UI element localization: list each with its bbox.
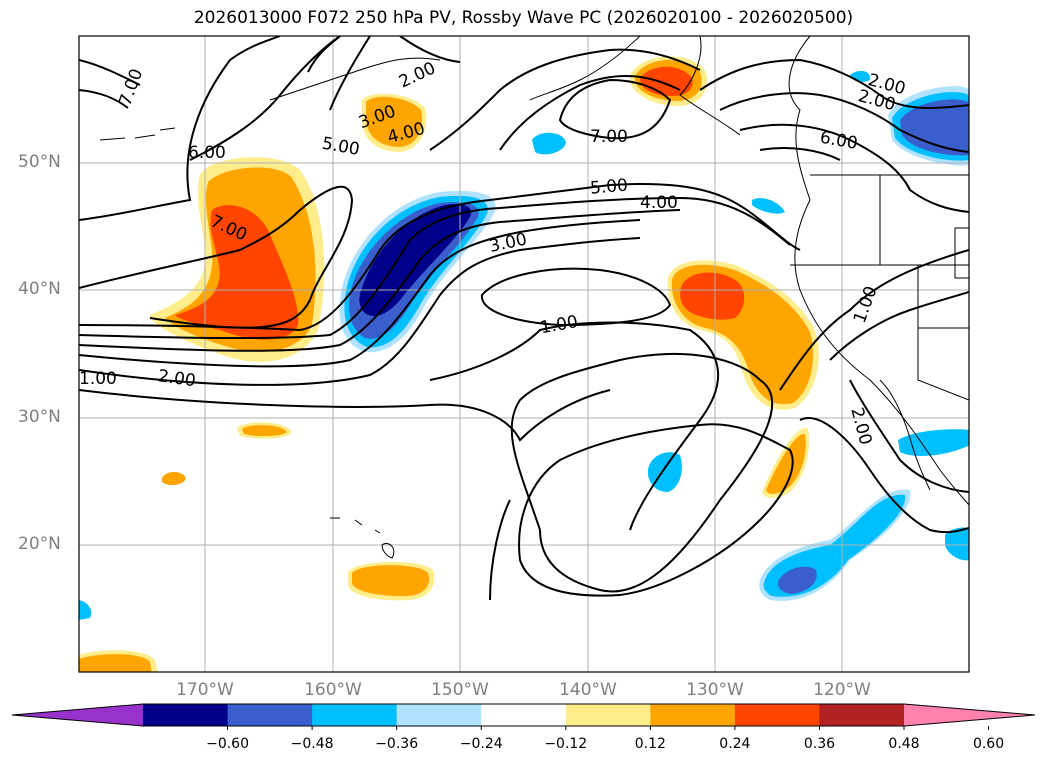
- colorbar-tick-label: −0.12: [544, 736, 588, 752]
- anomaly-shading: [79, 56, 969, 672]
- contour-label: 5.00: [589, 175, 628, 198]
- contour-label: 1.00: [539, 312, 580, 338]
- contour-label: 4.00: [640, 193, 678, 213]
- lat-label-40: 40°N: [18, 279, 61, 299]
- lat-label-30: 30°N: [18, 407, 61, 427]
- contour-label: 2.00: [396, 58, 439, 92]
- contour-label: 5.00: [320, 134, 361, 160]
- colorbar-bin: [734, 704, 820, 726]
- colorbar-tick-label: −0.60: [206, 736, 249, 752]
- colorbar-bin: [565, 704, 651, 726]
- colorbar-tick-label: −0.48: [290, 736, 334, 752]
- colorbar-bin: [143, 704, 229, 726]
- colorbar-extend-high: [904, 704, 1035, 726]
- contour-label: 3.00: [488, 229, 529, 256]
- contour-label: 1.00: [79, 369, 117, 389]
- colorbar-tick-label: 0.36: [803, 736, 836, 752]
- contour-label: 2.00: [846, 405, 875, 447]
- lat-label-20: 20°N: [18, 534, 61, 554]
- lat-label-50: 50°N: [18, 152, 61, 172]
- lon-label-130w: 130°W: [686, 680, 744, 700]
- map-frame: [78, 35, 970, 673]
- lon-label-120w: 120°W: [813, 680, 871, 700]
- colorbar-outline: [11, 703, 1036, 727]
- colorbar-tick-label: 0.12: [634, 736, 666, 752]
- contour-label: 6.00: [188, 143, 226, 163]
- colorbar: [11, 703, 1036, 730]
- colorbar-tick-label: 0.60: [972, 736, 1005, 752]
- colorbar-bin: [481, 704, 567, 726]
- colorbar-tick-label: 0.24: [719, 736, 751, 752]
- colorbar-bin: [312, 704, 398, 726]
- lon-label-160w: 160°W: [304, 680, 362, 700]
- contour-label: 7.00: [116, 66, 148, 108]
- contour-label: 6.00: [818, 128, 859, 154]
- colorbar-extend-low: [12, 704, 143, 726]
- colorbar-bin: [396, 704, 482, 726]
- contour-label: 7.00: [590, 127, 628, 147]
- colorbar-bin: [227, 704, 313, 726]
- colorbar-tick-label: −0.36: [375, 736, 419, 752]
- colorbar-bin: [819, 704, 905, 726]
- colorbar-tick-label: 0.48: [888, 736, 920, 752]
- contour-label: 2.00: [157, 366, 197, 391]
- lon-label-170w: 170°W: [176, 680, 234, 700]
- pv-contours: [79, 36, 969, 601]
- colorbar-bin: [650, 704, 736, 726]
- coastlines: [99, 36, 969, 559]
- map-gridlines: [79, 36, 969, 672]
- lon-label-150w: 150°W: [431, 680, 489, 700]
- colorbar-tick-label: −0.24: [459, 736, 503, 752]
- lon-label-140w: 140°W: [559, 680, 617, 700]
- map-title: 2026013000 F072 250 hPa PV, Rossby Wave …: [193, 8, 854, 28]
